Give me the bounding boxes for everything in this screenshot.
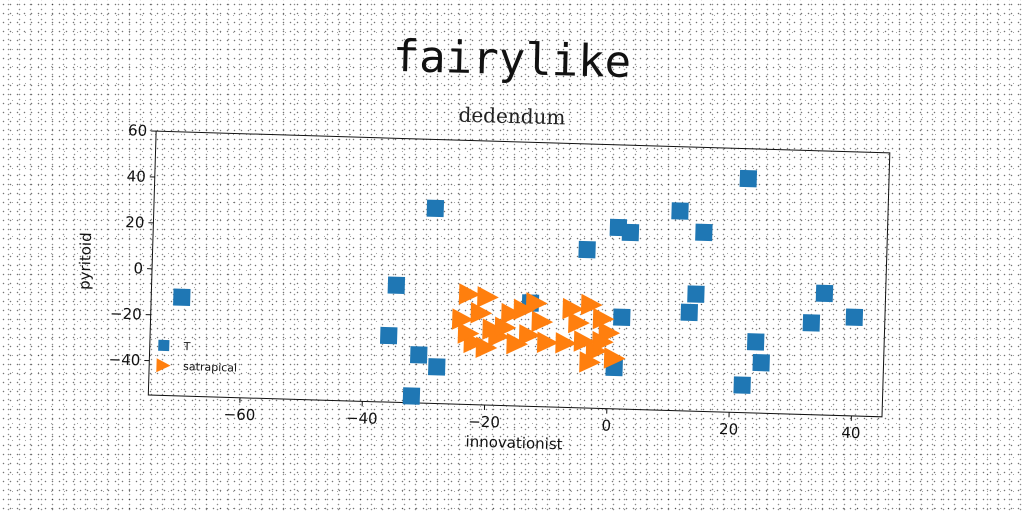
triangle-data-point [573, 330, 596, 352]
square-data-point [752, 353, 770, 372]
square-data-point [733, 376, 751, 394]
square-data-point [410, 346, 428, 364]
x-tick-label: −40 [346, 409, 378, 428]
square-data-point [671, 202, 689, 220]
triangle-data-point [501, 302, 523, 325]
plot-area: −60 −40 −20 0 20 40 −40 −20 0 20 40 60 innovationi… [75, 121, 891, 453]
square-data-point [578, 240, 596, 259]
square-data-point [387, 276, 406, 295]
triangle-data-point [603, 347, 626, 369]
triangle-data-point [513, 298, 536, 321]
legend-label: satrapical [183, 360, 237, 375]
y-tick-label: −20 [110, 305, 142, 324]
y-tick-label: 60 [128, 121, 148, 140]
square-data-point [802, 314, 821, 332]
triangle-data-point [591, 330, 614, 353]
square-data-point [739, 169, 758, 188]
legend-marker [156, 358, 171, 373]
square-data-point [746, 333, 765, 351]
x-tick-label: 20 [719, 420, 739, 439]
axes-frame [147, 130, 891, 418]
square-data-point [379, 326, 398, 345]
x-tick-label: −20 [468, 413, 500, 432]
y-axis: −40 −20 0 20 40 60 [108, 121, 157, 369]
square-data-point [621, 223, 640, 242]
triangle-data-point [592, 307, 615, 330]
y-tick-label: 40 [126, 167, 146, 186]
triangle-data-point [518, 324, 541, 346]
x-axis-label: innovationist [465, 432, 563, 453]
data-markers [173, 169, 864, 405]
triangle-data-point [506, 332, 529, 355]
triangle-data-point [457, 322, 480, 344]
legend-marker [158, 339, 170, 352]
triangle-data-point [568, 311, 590, 334]
y-tick-label: −40 [108, 350, 140, 369]
x-tick-label: 40 [841, 424, 861, 443]
square-data-point [613, 308, 631, 326]
y-tick-label: 20 [125, 213, 145, 232]
x-tick-label: −60 [223, 405, 255, 424]
x-axis: −60 −40 −20 0 20 40 [223, 397, 861, 442]
triangle-data-point [536, 331, 559, 353]
triangle-data-point [562, 297, 585, 320]
x-tick-label: 0 [601, 416, 611, 434]
triangle-data-point [525, 292, 548, 314]
square-data-point [845, 308, 864, 326]
y-axis-label: pyritoid [75, 232, 95, 290]
triangle-data-point [475, 336, 498, 359]
triangle-data-point [580, 293, 603, 316]
square-data-point [173, 288, 191, 307]
triangle-data-point [470, 302, 493, 324]
square-data-point [695, 223, 713, 242]
square-data-point [680, 303, 699, 322]
square-data-point [428, 358, 446, 376]
square-data-point [815, 284, 834, 303]
triangle-data-point [494, 316, 517, 338]
square-data-point [426, 199, 445, 218]
square-data-point [687, 285, 705, 303]
triangle-data-point [579, 351, 601, 373]
legend-label: T [183, 340, 191, 353]
triangle-data-point [451, 308, 474, 330]
triangle-data-point [458, 283, 481, 305]
y-tick-label: 0 [133, 259, 143, 277]
triangle-data-point [477, 286, 499, 308]
square-data-point [402, 387, 421, 405]
triangle-data-point [531, 310, 554, 333]
triangle-data-point [555, 332, 577, 354]
